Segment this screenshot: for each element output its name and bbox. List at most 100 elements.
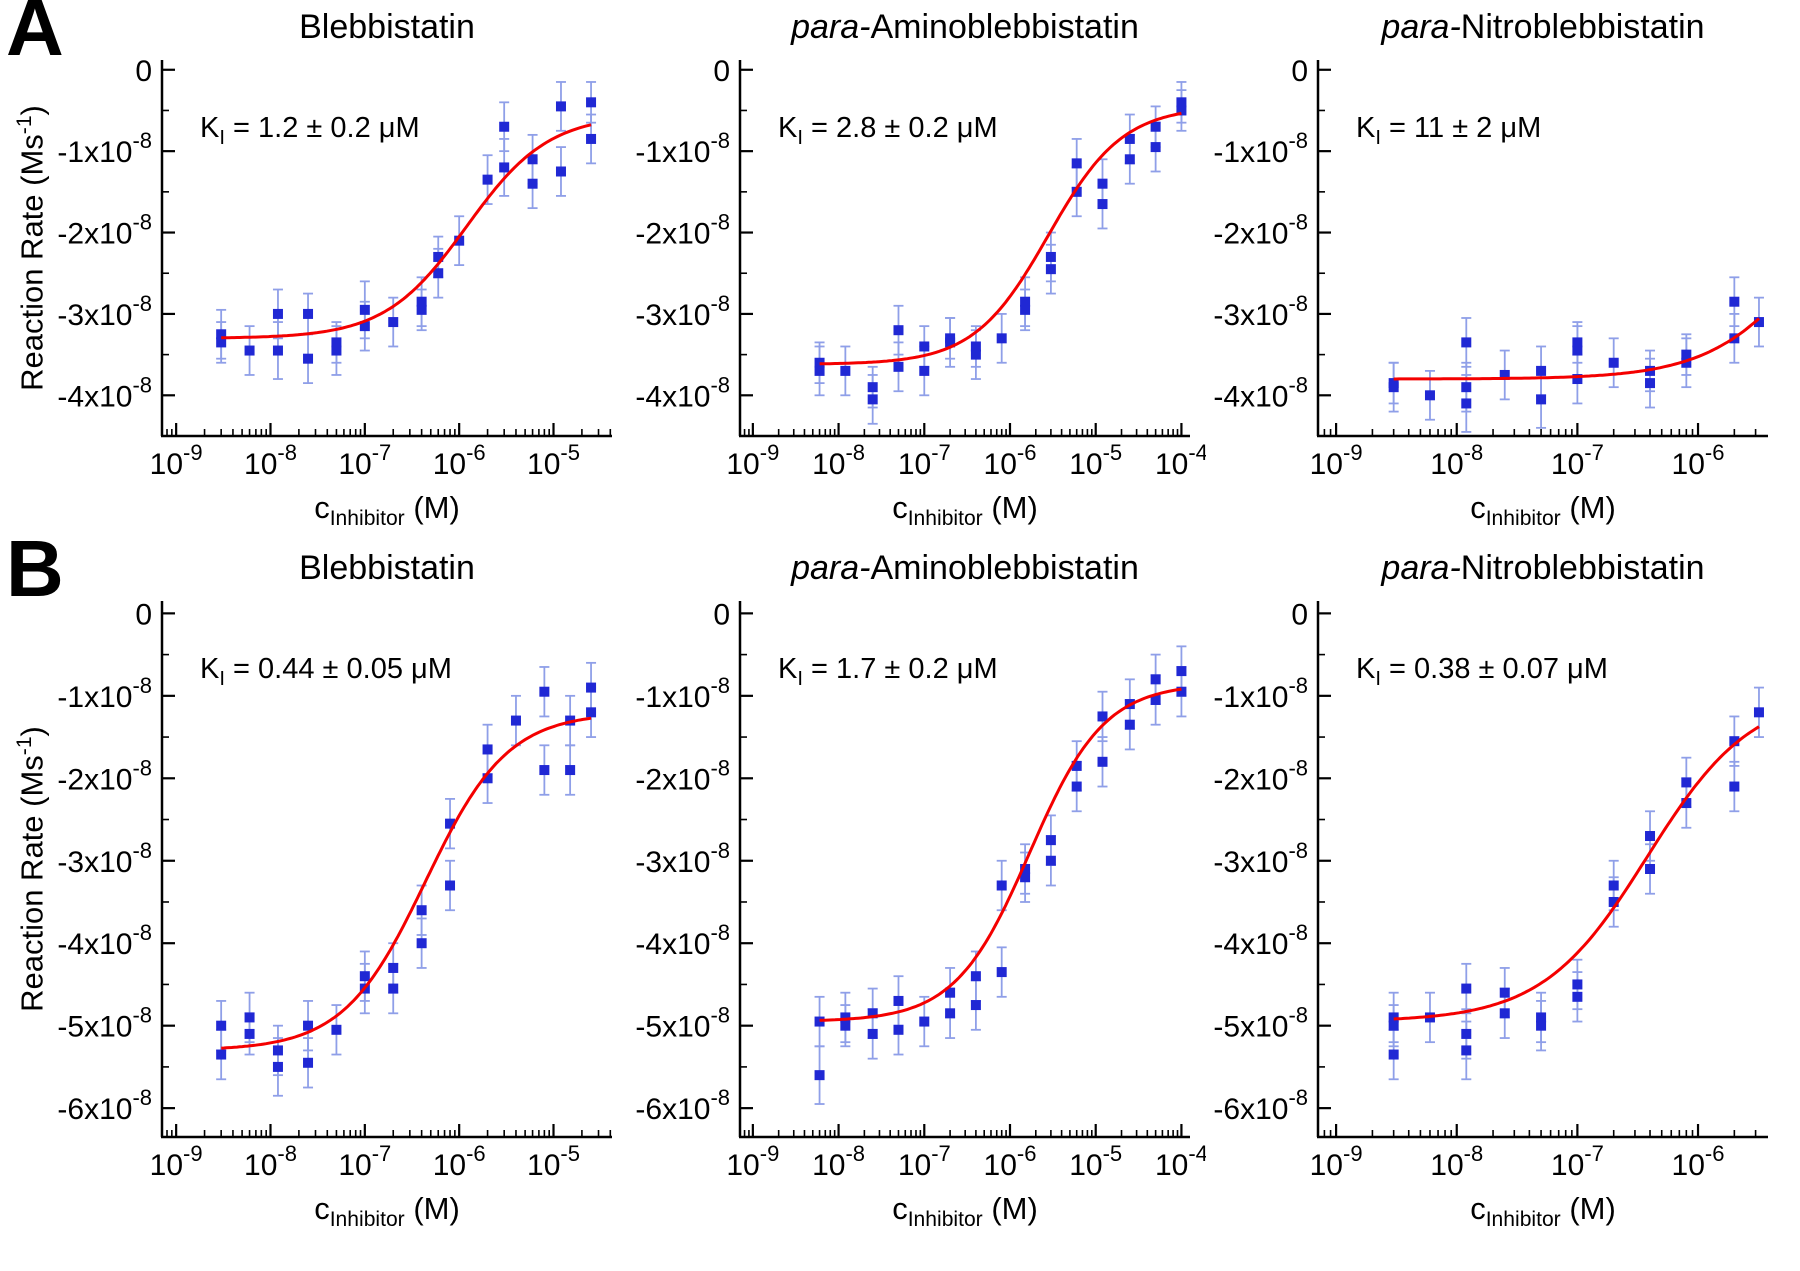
svg-text:0: 0 [1291,55,1308,88]
svg-text:-1x10-8: -1x10-8 [1214,128,1308,169]
svg-text:-4x10-8: -4x10-8 [58,920,152,961]
ki-subscript: I [219,667,225,690]
svg-text:-3x10-8: -3x10-8 [1214,838,1308,879]
x-axis-title: cInhibitor (M) [636,1191,1214,1232]
y-axis-title-text: Reaction Rate (Ms [14,134,50,391]
chart-title-text: Blebbistatin [299,8,475,46]
y-axis-title-text: Reaction Rate (Ms [14,755,50,1013]
svg-text:10-5: 10-5 [1069,440,1122,481]
y-axis-title: Reaction Rate (Ms-1) [13,23,53,473]
ki-symbol: K [778,653,798,686]
chart-title: para-Aminoblebbistatin [636,541,1214,593]
ki-subscript: I [797,126,803,149]
svg-text:10-6: 10-6 [1672,440,1725,481]
ki-annotation: KI = 0.38 ± 0.07 μM [1356,653,1608,691]
chart-title-italic: para- [1381,549,1461,588]
y-axis-title-close: ) [14,726,50,737]
ki-annotation: KI = 11 ± 2 μM [1356,112,1541,150]
chart-panel-a-blebbistatin: Blebbistatin KI = 1.2 ± 0.2 μM 10-9 10-8 1… [58,0,636,531]
ki-unit: μM [1567,653,1608,686]
x-axis-c: c [892,1191,908,1227]
scatter-plot-canvas: 10-9 10-8 10-7 10-6 0 -1x10-8 -2x10-8 -3x10-8 -4… [1214,55,1768,481]
chart-title-text: Aminoblebbistatin [870,8,1139,46]
x-axis-unit: (M) [1560,1191,1616,1227]
scatter-plot-canvas: 10-9 10-8 10-7 10-6 10-5 10-4 0 -1x10-8 -2x10-8 -… [636,599,1206,1183]
scatter-plot-canvas: 10-9 10-8 10-7 10-6 10-5 0 -1x10-8 -2x10-8 -3x10… [58,599,612,1182]
chart-title-italic: para- [1381,8,1461,46]
svg-text:-1x10-8: -1x10-8 [58,128,152,169]
ki-unit: μM [1500,112,1542,144]
svg-text:-4x10-8: -4x10-8 [636,372,730,413]
chart-title: Blebbistatin [58,541,636,593]
x-axis-title: cInhibitor (M) [58,1191,636,1232]
svg-text:-3x10-8: -3x10-8 [636,291,730,332]
svg-text:0: 0 [135,55,152,88]
svg-text:10-4: 10-4 [1155,440,1206,481]
x-axis-c: c [1470,1191,1486,1227]
chart-title-italic: para- [791,8,871,46]
chart-title-text: Nitroblebbistatin [1460,549,1705,588]
svg-text:10-6: 10-6 [433,440,486,481]
svg-text:-6x10-8: -6x10-8 [636,1085,730,1126]
ki-value: = 11 ± 2 [1380,112,1501,144]
svg-text:-2x10-8: -2x10-8 [1214,755,1308,796]
x-axis-unit: (M) [1560,490,1616,525]
ki-unit: μM [956,112,998,144]
ki-annotation: KI = 0.44 ± 0.05 μM [200,653,452,691]
x-axis-subscript: Inhibitor [329,507,405,531]
svg-text:0: 0 [1291,599,1308,632]
scatter-plot-canvas: 10-9 10-8 10-7 10-6 10-5 0 -1x10-8 -2x10-8 -3x10… [58,55,612,481]
ki-subscript: I [219,126,225,149]
svg-text:0: 0 [135,599,152,632]
chart-title-text: Nitroblebbistatin [1460,8,1705,46]
chart-title-text: Blebbistatin [299,549,475,588]
chart-title: Blebbistatin [58,0,636,52]
panel-row-a: A Reaction Rate (Ms-1) Blebbistatin KI =… [0,0,1800,531]
svg-text:-4x10-8: -4x10-8 [1214,920,1308,961]
svg-text:10-5: 10-5 [527,440,580,481]
svg-text:10-8: 10-8 [1430,440,1483,481]
panel-row-b: B Reaction Rate (Ms-1) Blebbistatin KI =… [0,529,1800,1232]
ki-unit: μM [956,653,998,686]
ki-unit: μM [411,653,452,686]
svg-text:10-9: 10-9 [726,440,779,481]
ki-value: = 0.44 ± 0.05 [224,653,412,686]
svg-text:0: 0 [713,55,730,88]
svg-text:-3x10-8: -3x10-8 [1214,291,1308,332]
ki-subscript: I [797,667,803,690]
x-axis-subscript: Inhibitor [907,1208,983,1232]
ki-symbol: K [1356,653,1376,686]
svg-text:10-5: 10-5 [1069,1141,1122,1182]
x-axis-c: c [314,1191,330,1227]
scatter-plot-canvas: 10-9 10-8 10-7 10-6 0 -1x10-8 -2x10-8 -3x10-8 -4… [1214,599,1768,1182]
y-axis-title: Reaction Rate (Ms-1) [13,589,53,1149]
x-axis-title: cInhibitor (M) [58,490,636,531]
ki-annotation: KI = 1.7 ± 0.2 μM [778,653,998,691]
svg-text:10-7: 10-7 [1551,440,1604,481]
svg-text:-2x10-8: -2x10-8 [636,755,730,796]
svg-text:10-6: 10-6 [1672,1141,1725,1182]
svg-text:10-7: 10-7 [1551,1141,1604,1182]
svg-text:10-6: 10-6 [984,440,1037,481]
x-axis-unit: (M) [404,1191,460,1227]
y-axis-title-close: ) [14,105,50,116]
svg-text:-1x10-8: -1x10-8 [636,673,730,714]
svg-text:10-8: 10-8 [812,1141,865,1182]
ki-unit: μM [378,112,420,144]
ki-value: = 0.38 ± 0.07 [1380,653,1568,686]
svg-text:-1x10-8: -1x10-8 [636,128,730,169]
svg-text:-5x10-8: -5x10-8 [58,1003,152,1044]
ki-symbol: K [200,112,220,144]
svg-text:10-5: 10-5 [527,1141,580,1182]
x-axis-title: cInhibitor (M) [1214,490,1792,531]
scatter-plot-canvas: 10-9 10-8 10-7 10-6 10-5 10-4 0 -1x10-8 -2x10-8 -… [636,55,1206,481]
svg-text:0: 0 [713,599,730,632]
chart-panel-b-blebbistatin: Blebbistatin KI = 0.44 ± 0.05 μM 10-9 10-… [58,541,636,1232]
x-axis-subscript: Inhibitor [329,1208,405,1232]
svg-text:-3x10-8: -3x10-8 [58,838,152,879]
x-axis-subscript: Inhibitor [907,507,983,531]
svg-text:10-7: 10-7 [338,440,391,481]
svg-text:10-7: 10-7 [338,1141,391,1182]
ki-value: = 2.8 ± 0.2 [802,112,957,144]
svg-text:10-9: 10-9 [150,1141,203,1182]
